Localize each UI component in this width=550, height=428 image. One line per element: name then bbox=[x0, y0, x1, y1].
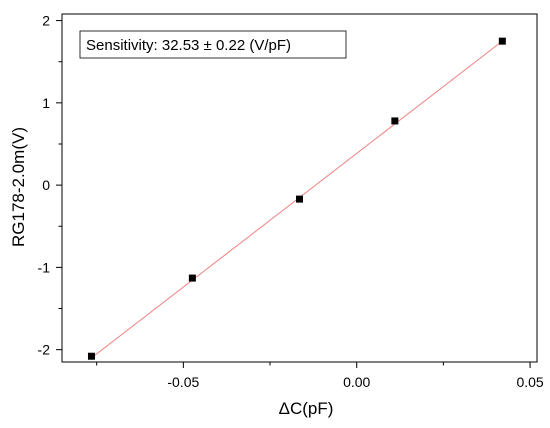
annotation-box bbox=[79, 30, 347, 59]
y-tick-label: 0 bbox=[42, 177, 50, 193]
data-point bbox=[296, 195, 303, 203]
x-axis-label: ΔC(pF) bbox=[279, 399, 334, 418]
data-point bbox=[498, 37, 506, 45]
y-tick-label: -1 bbox=[38, 259, 51, 275]
data-point bbox=[87, 352, 95, 360]
y-tick-label: 1 bbox=[42, 95, 50, 111]
data-point bbox=[188, 274, 196, 282]
x-tick-label: 0.05 bbox=[516, 374, 543, 390]
annotation-text: Sensitivity: 32.53 ± 0.22 (V/pF) bbox=[86, 37, 291, 54]
y-axis-label: RG178-2.0m(V) bbox=[9, 127, 28, 247]
y-tick-label: 2 bbox=[42, 13, 50, 29]
x-tick-label: -0.05 bbox=[167, 374, 199, 390]
data-point bbox=[391, 117, 399, 125]
y-tick-label: -2 bbox=[38, 342, 51, 358]
x-tick-label: 0.00 bbox=[343, 374, 370, 390]
data-points bbox=[87, 37, 506, 360]
axis-tick-labels: -0.05 0.00 0.05 -2 -1 0 1 2 bbox=[38, 13, 544, 390]
plot-frame bbox=[61, 13, 538, 363]
axis-ticks bbox=[56, 20, 531, 368]
